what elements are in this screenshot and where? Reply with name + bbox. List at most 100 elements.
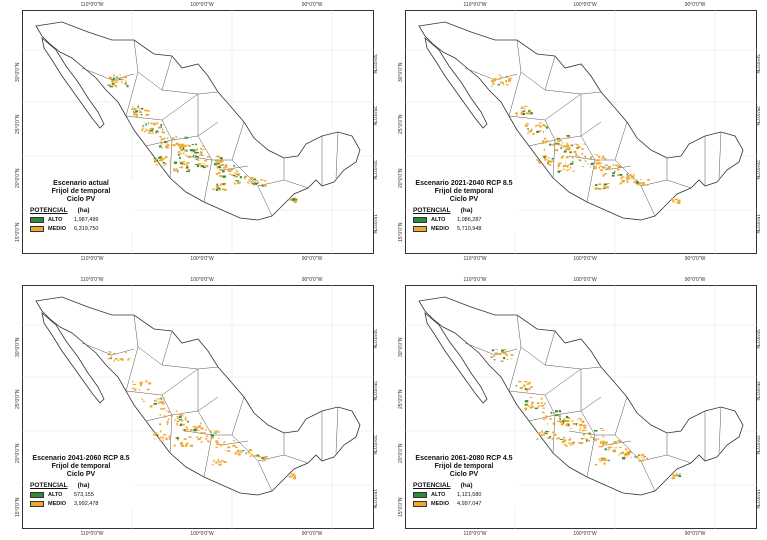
alto-patch (135, 110, 138, 113)
medio-patch (228, 170, 231, 172)
medio-patch (671, 477, 675, 480)
medio-patch (524, 105, 528, 107)
alto-patch (197, 164, 200, 168)
medio-patch (491, 85, 493, 88)
medio-patch (156, 398, 160, 400)
medio-patch (172, 144, 176, 146)
alto-patch (213, 163, 216, 166)
medio-patch (585, 438, 589, 441)
medio-patch (500, 81, 504, 84)
medio-patch (510, 354, 514, 356)
medio-patch (162, 131, 165, 134)
alto-patch (544, 432, 548, 435)
medio-patch (600, 459, 604, 461)
medio-patch (568, 439, 571, 441)
alto-patch (108, 353, 110, 355)
medio-patch (580, 442, 584, 445)
alto-patch (192, 149, 196, 152)
medio-patch (205, 429, 207, 431)
alto-patch (167, 137, 169, 139)
medio-patch (220, 160, 224, 163)
medio-patch (571, 157, 574, 159)
medio-patch (249, 180, 253, 182)
state-border (185, 430, 213, 436)
medio-patch (174, 139, 176, 141)
medio-patch (556, 140, 560, 143)
medio-patch (181, 166, 184, 169)
medio-patch (632, 174, 635, 176)
medio-patch (227, 446, 231, 449)
latitude-tick-label: 15°0'0"N (754, 214, 760, 234)
medio-patch (578, 442, 582, 444)
medio-patch (549, 161, 552, 164)
medio-patch (619, 182, 622, 185)
medio-patch (185, 442, 189, 445)
legend-swatch (413, 217, 427, 223)
longitude-tick-label: 90°0'0"W (301, 2, 323, 8)
medio-patch (162, 402, 165, 405)
medio-patch (165, 147, 170, 149)
medio-patch (180, 161, 184, 163)
medio-patch (223, 441, 225, 443)
longitude-tick-label: 110°0'0"W (463, 256, 487, 262)
medio-patch (582, 424, 584, 427)
legend-title-line: Escenario 2021-2040 RCP 8.5 (415, 180, 513, 187)
medio-patch (581, 420, 585, 423)
longitude-tick-label: 90°0'0"W (684, 277, 706, 283)
latitude-tick-label: 30°0'0"N (371, 329, 377, 349)
medio-patch (153, 123, 156, 126)
medio-patch (598, 155, 601, 159)
legend-header-potencial: POTENCIAL (30, 207, 68, 214)
medio-patch (181, 420, 183, 422)
alto-patch (210, 434, 214, 437)
medio-patch (185, 430, 187, 432)
medio-patch (607, 446, 611, 449)
medio-patch (200, 151, 203, 154)
medio-patch (216, 167, 218, 169)
medio-patch (162, 164, 166, 166)
alto-patch (164, 140, 167, 144)
medio-patch (531, 128, 533, 131)
medio-patch (160, 408, 163, 410)
medio-patch (602, 444, 605, 446)
alto-patch (236, 171, 239, 172)
medio-patch (621, 181, 624, 183)
medio-patch (563, 418, 566, 421)
medio-patch (246, 182, 249, 184)
alto-patch (178, 154, 180, 156)
alto-patch (515, 385, 518, 387)
legend-title-line: Ciclo PV (449, 196, 479, 203)
medio-patch (541, 430, 543, 433)
medio-patch (566, 145, 570, 147)
medio-patch (187, 155, 192, 158)
medio-patch (200, 432, 203, 434)
medio-patch (551, 412, 555, 414)
map-panel-2061-2080: 110°0'0"W 110°0'0"W 100°0'0"W 100°0'0"W 90°0… (398, 277, 760, 537)
alto-patch (197, 156, 199, 159)
medio-patch (184, 154, 187, 156)
medio-patch (168, 437, 170, 440)
medio-patch (594, 439, 597, 442)
medio-patch (239, 451, 243, 453)
alto-patch (524, 403, 528, 406)
alto-patch (180, 162, 184, 165)
medio-patch (198, 425, 202, 428)
alto-patch (160, 397, 162, 400)
medio-patch (553, 432, 555, 435)
medio-patch (141, 129, 143, 132)
medio-patch (215, 185, 219, 188)
legend-swatch (30, 226, 44, 232)
medio-patch (176, 420, 180, 423)
state-border (169, 414, 173, 454)
alto-patch (530, 112, 533, 115)
alto-patch (571, 161, 574, 163)
medio-patch (541, 141, 544, 144)
medio-patch (253, 184, 255, 186)
medio-patch (194, 425, 197, 428)
alto-patch (636, 181, 639, 184)
legend-value: 1,086,287 (457, 217, 482, 223)
medio-patch (536, 438, 539, 440)
medio-patch (581, 166, 584, 167)
alto-patch (202, 166, 206, 169)
medio-patch (627, 453, 630, 456)
